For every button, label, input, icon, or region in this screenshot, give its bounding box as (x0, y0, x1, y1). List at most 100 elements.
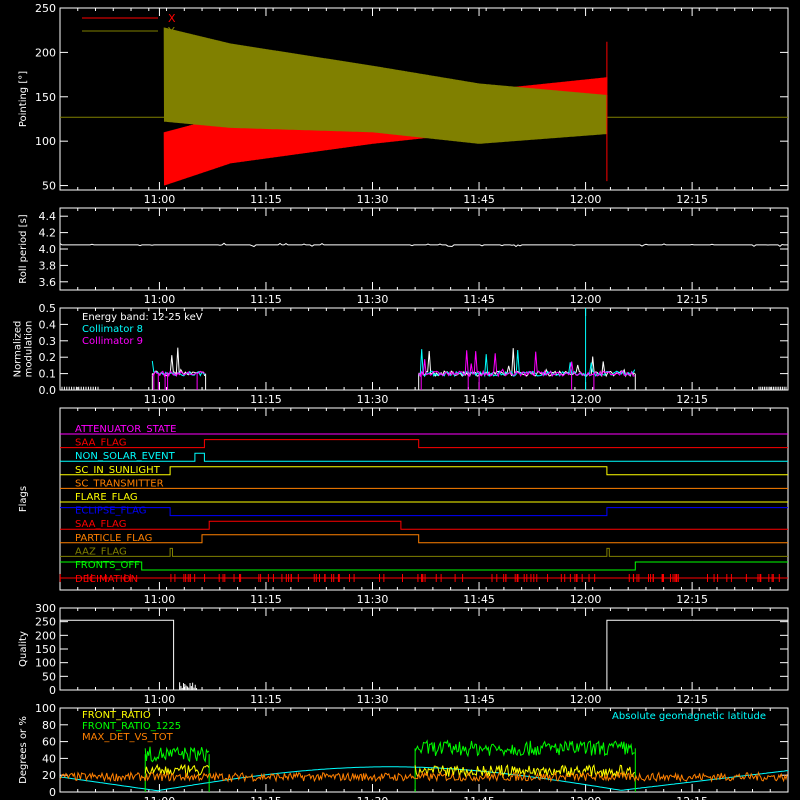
legend-label: FRONT_RATIO (82, 710, 151, 721)
flag-line (60, 520, 788, 530)
y-axis-label: Degrees or % (18, 716, 29, 784)
x-tick-label: 12:00 (570, 393, 602, 406)
front-ratio-1225-line (144, 746, 210, 763)
flag-line (60, 534, 788, 544)
series-y-line (163, 27, 608, 144)
y-axis-label: Normalized (13, 321, 24, 378)
y-tick-label: 0.5 (39, 302, 57, 315)
x-tick-label: 12:15 (676, 795, 708, 800)
y-tick-label: 40 (42, 752, 56, 765)
panel-frame (59, 7, 789, 191)
y-tick-label: 0.3 (39, 335, 57, 348)
x-tick-label: 11:00 (144, 193, 176, 206)
flag-label: NON_SOLAR_EVENT (75, 451, 176, 462)
flag-line (60, 466, 788, 476)
flag-line (60, 547, 788, 557)
x-tick-label: 11:00 (144, 795, 176, 800)
flag-label: FRONTS_OFF (75, 560, 140, 571)
x-tick-label: 11:15 (250, 693, 282, 706)
y-axis-label: Flags (18, 486, 29, 512)
x-tick-label: 11:15 (250, 193, 282, 206)
x-tick-label: 11:15 (250, 293, 282, 306)
flag-label: SC_IN_SUNLIGHT (75, 465, 161, 476)
flag-line (60, 452, 788, 462)
flag-label: SAA_FLAG (75, 438, 126, 449)
y-tick-label: 4.2 (39, 227, 57, 240)
flag-label: DECIMATION (75, 574, 138, 585)
x-tick-label: 12:15 (676, 593, 708, 606)
right-legend-label: Absolute geomagnetic latitude (612, 711, 766, 722)
flag-label: AAZ_FLAG (75, 546, 127, 557)
flag-line (60, 561, 788, 571)
x-tick-label: 11:30 (357, 193, 389, 206)
x-tick-label: 11:45 (463, 393, 495, 406)
legend-label: Collimator 8 (82, 324, 143, 335)
panel-frame (59, 707, 789, 793)
y-axis-label: Quality (18, 631, 29, 667)
y-tick-label: 0.2 (39, 351, 57, 364)
y-tick-label: 3.6 (39, 276, 57, 289)
y-tick-label: 20 (42, 769, 56, 782)
x-tick-label: 12:15 (676, 693, 708, 706)
x-tick-label: 12:15 (676, 193, 708, 206)
modulation-2-line (151, 370, 205, 378)
quality-line (60, 619, 693, 691)
x-tick-label: 11:30 (357, 693, 389, 706)
x-tick-label: 11:00 (144, 293, 176, 306)
y-tick-label: 150 (35, 91, 56, 104)
flag-label: ATTENUATOR_STATE (75, 424, 176, 435)
panels: 11:00 11:15 11:30 11:45 12:00 12:15 Pointing [… (13, 2, 789, 800)
x-tick-label: 11:30 (357, 593, 389, 606)
x-tick-label: 11:00 (144, 693, 176, 706)
y-axis-label: Pointing [°] (18, 71, 29, 127)
x-tick-label: 12:00 (570, 193, 602, 206)
y-tick-label: 100 (35, 657, 56, 670)
x-tick-label: 11:45 (463, 795, 495, 800)
y-tick-label: 0.4 (39, 318, 57, 331)
y-tick-label: 100 (35, 135, 56, 148)
x-tick-label: 11:45 (463, 193, 495, 206)
y-tick-label: 100 (35, 702, 56, 715)
y-tick-label: 250 (35, 2, 56, 15)
panel-2: 11:00 11:15 11:30 11:45 12:00 12:15 Roll perio… (18, 207, 789, 306)
legend-label: Collimator 9 (82, 336, 143, 347)
flag-line (60, 507, 788, 517)
y-tick-label: 80 (42, 719, 56, 732)
flag-line (60, 439, 788, 449)
front-ratio-line (144, 763, 210, 778)
x-tick-label: 11:00 (144, 593, 176, 606)
front-ratio-1225-line (414, 739, 635, 758)
panel-6: 11:00 11:15 11:30 11:45 12:00 12:15 Degrees or… (18, 702, 789, 800)
y-tick-label: 150 (35, 643, 56, 656)
flag-label: PARTICLE_FLAG (75, 533, 152, 544)
x-tick-label: 11:30 (357, 293, 389, 306)
modulation-2-line (418, 350, 635, 378)
y-tick-label: 4.0 (39, 243, 57, 256)
x-tick-label: 12:15 (676, 293, 708, 306)
max-det-vs-tot-line (59, 770, 788, 783)
x-tick-label: 11:45 (463, 693, 495, 706)
panel-4: 11:00 11:15 11:30 11:45 12:00 12:15 Flags ATTEN… (18, 407, 789, 606)
legend-label: Energy band: 12-25 keV (82, 312, 203, 323)
panel-frame (59, 407, 789, 591)
y-tick-label: 0.0 (39, 384, 57, 397)
y-tick-label: 4.4 (39, 210, 57, 223)
x-tick-label: 11:15 (250, 795, 282, 800)
y-tick-label: 50 (42, 670, 56, 683)
x-tick-label: 11:45 (463, 593, 495, 606)
legend-label: MAX_DET_VS_TOT (82, 732, 174, 743)
y-tick-label: 0.1 (39, 368, 57, 381)
roll-period-line (59, 242, 788, 248)
x-tick-label: 11:30 (357, 795, 389, 800)
y-tick-label: 60 (42, 736, 56, 749)
flag-label: FLARE_FLAG (75, 492, 138, 503)
flag-label: SC_TRANSMITTER (75, 478, 164, 489)
x-tick-label: 11:30 (357, 393, 389, 406)
front-ratio-line (414, 764, 636, 779)
legend-label-y: Y (167, 25, 175, 38)
y-tick-label: 3.8 (39, 259, 57, 272)
latitude-line (59, 766, 789, 792)
x-tick-label: 12:00 (570, 693, 602, 706)
y-tick-label: 0 (49, 684, 56, 697)
panel-1: 11:00 11:15 11:30 11:45 12:00 12:15 Pointing [… (18, 2, 789, 206)
